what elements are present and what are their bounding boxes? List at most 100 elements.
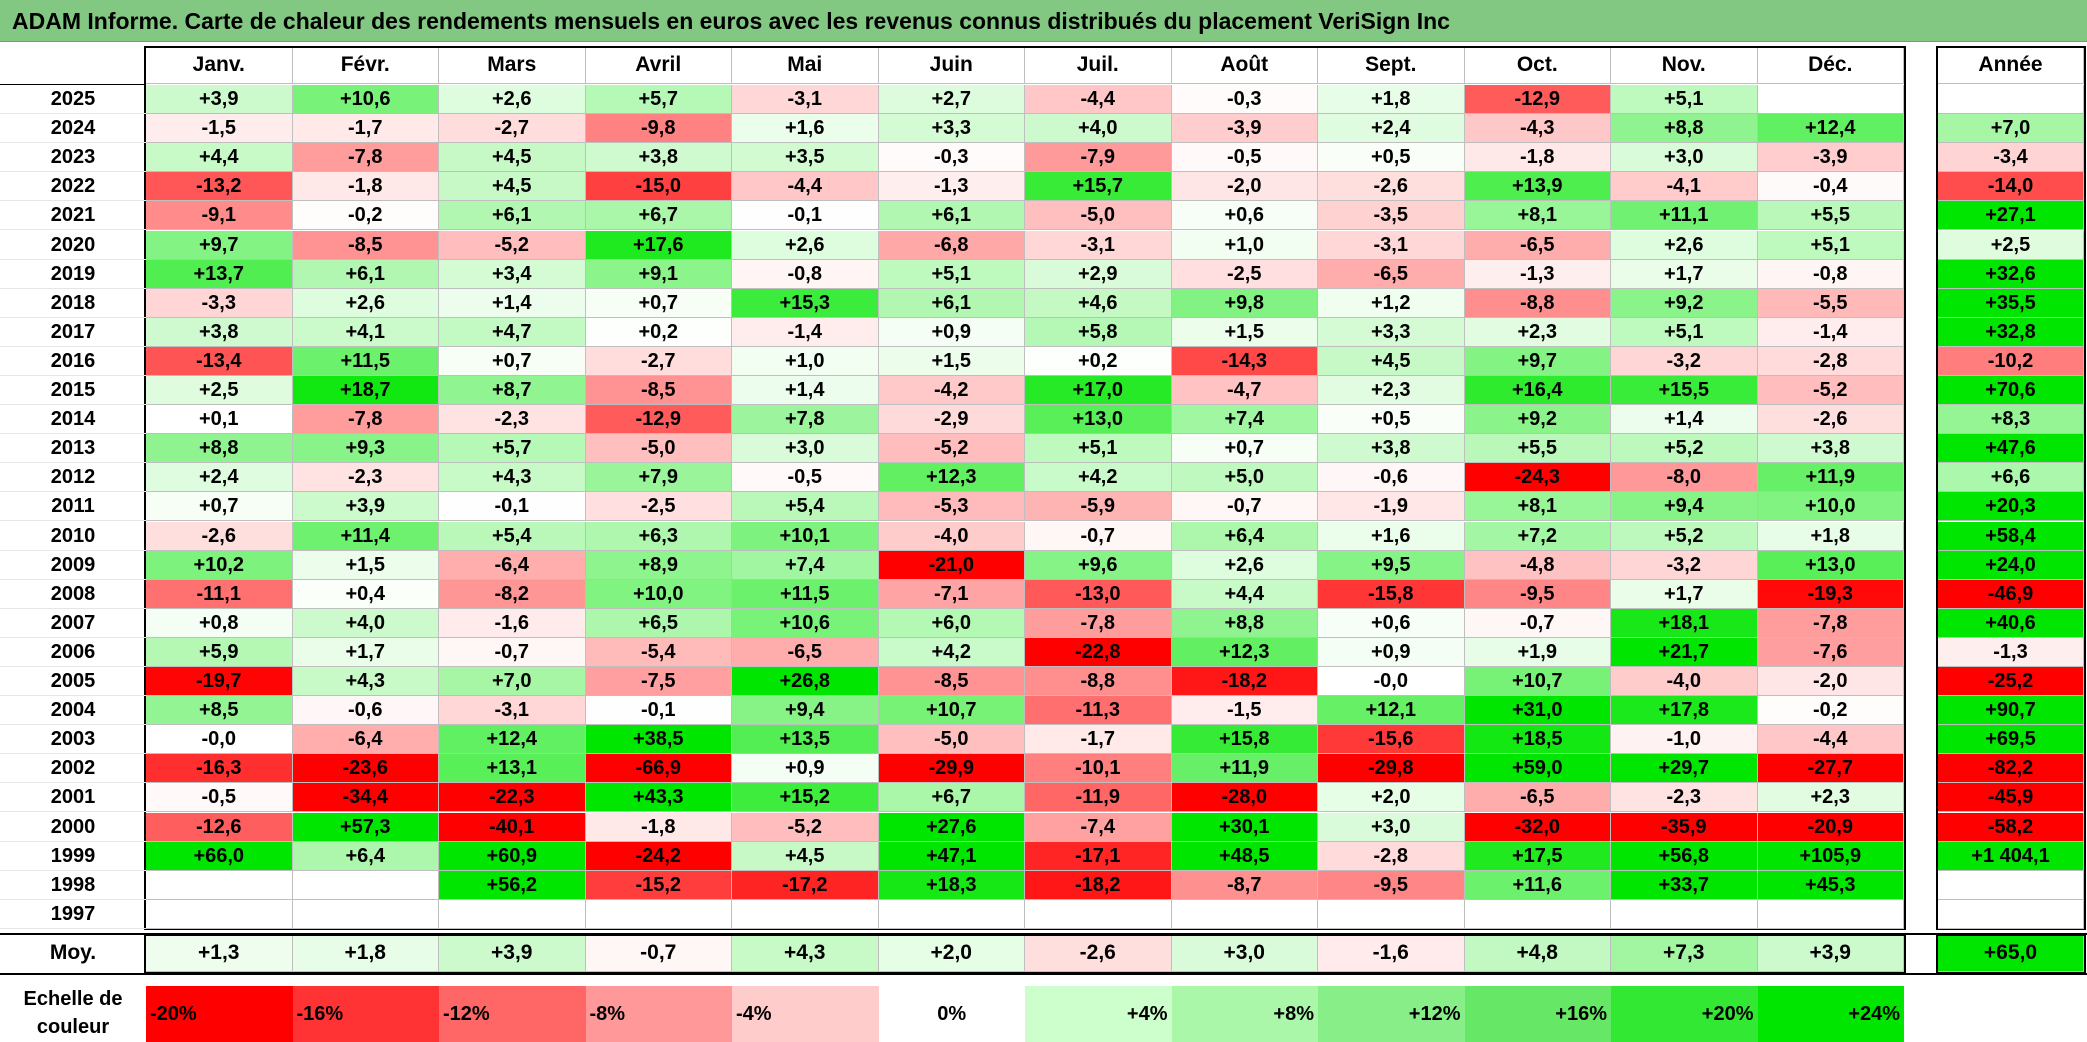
heatmap-cell: +3,8 (1318, 434, 1465, 464)
year-label-2019: 2019 (0, 260, 146, 289)
annual-cell: +20,3 (1938, 492, 2084, 522)
heatmap-cell: +12,3 (1171, 637, 1318, 667)
annual-cell: -58,2 (1938, 812, 2084, 842)
heatmap-cell: -3,3 (146, 288, 293, 318)
heatmap-cell: -4,8 (1464, 550, 1611, 580)
year-label-2010: 2010 (0, 522, 146, 551)
color-scale-step: -16% (292, 985, 439, 1042)
heatmap-cell: +6,7 (585, 201, 732, 231)
average-cell: +1,3 (146, 935, 293, 972)
heatmap-cell: +9,5 (1318, 550, 1465, 580)
color-scale-step: -4% (732, 985, 879, 1042)
heatmap-cell: +10,6 (292, 85, 439, 115)
heatmap-cell: -8,8 (1464, 288, 1611, 318)
color-scale-step: +16% (1464, 985, 1611, 1042)
heatmap-cell: -1,7 (1025, 725, 1172, 755)
heatmap-cell: +15,2 (732, 783, 879, 813)
heatmap-cell: +4,5 (439, 172, 586, 202)
annual-column-frame (1936, 46, 2086, 930)
heatmap-cell: -4,4 (732, 172, 879, 202)
heatmap-cell: -27,7 (1757, 754, 1904, 784)
heatmap-cell (146, 870, 293, 900)
heatmap-cell: +1,7 (1611, 579, 1758, 609)
heatmap-cell: -3,1 (1318, 230, 1465, 260)
annual-cell: -46,9 (1938, 579, 2084, 609)
heatmap-cell: -24,2 (585, 841, 732, 871)
heatmap-cell: -7,8 (292, 405, 439, 435)
annual-cell: +8,3 (1938, 405, 2084, 435)
heatmap-cell: -0,7 (439, 637, 586, 667)
heatmap-cell: -0,6 (292, 696, 439, 726)
moy-row-bottom-rule (0, 972, 2087, 975)
annual-cell: +7,0 (1938, 114, 2084, 144)
heatmap-cell: +0,7 (585, 288, 732, 318)
heatmap-cell: +4,7 (439, 317, 586, 347)
heatmap-cell: -15,8 (1318, 579, 1465, 609)
color-scale-step: +12% (1318, 985, 1465, 1042)
heatmap-cell: +1,5 (1171, 317, 1318, 347)
heatmap-cell: -3,9 (1171, 114, 1318, 144)
heatmap-cell: -17,2 (732, 870, 879, 900)
heatmap-cell: -2,8 (1757, 346, 1904, 376)
color-scale-step: -8% (585, 985, 732, 1042)
heatmap-cell: -0,4 (1757, 172, 1904, 202)
year-label-1998: 1998 (0, 871, 146, 900)
heatmap-cell: -11,3 (1025, 696, 1172, 726)
heatmap-cell: -7,9 (1025, 143, 1172, 173)
heatmap-cell: +15,3 (732, 288, 879, 318)
annual-cell (1938, 870, 2084, 900)
heatmap-cell: -1,6 (439, 608, 586, 638)
heatmap-cell: -18,2 (1171, 667, 1318, 697)
heatmap-cell: +8,8 (1611, 114, 1758, 144)
heatmap-cell: -7,8 (292, 143, 439, 173)
heatmap-cell: -9,1 (146, 201, 293, 231)
heatmap-cell: +4,5 (732, 841, 879, 871)
heatmap-cell: +1,7 (1611, 259, 1758, 289)
heatmap-cell: +13,9 (1464, 172, 1611, 202)
heatmap-cell: +13,0 (1025, 405, 1172, 435)
heatmap-cell: +2,6 (1171, 550, 1318, 580)
annual-cell: +27,1 (1938, 201, 2084, 231)
heatmap-cell: -19,3 (1757, 579, 1904, 609)
heatmap-cell: -2,5 (1171, 259, 1318, 289)
heatmap-cell: +5,4 (732, 492, 879, 522)
heatmap-cell: +17,5 (1464, 841, 1611, 871)
heatmap-cell: -0,0 (146, 725, 293, 755)
heatmap-cell: +3,8 (585, 143, 732, 173)
year-label-2011: 2011 (0, 492, 146, 522)
heatmap-cell: +29,7 (1611, 754, 1758, 784)
heatmap-cell: -6,4 (439, 550, 586, 580)
heatmap-cell: +4,3 (439, 463, 586, 493)
heatmap-cell (585, 899, 732, 929)
heatmap-cell: -5,3 (878, 492, 1025, 522)
heatmap-cell: +11,5 (732, 579, 879, 609)
heatmap-cell: -4,4 (1025, 85, 1172, 115)
year-label-2024: 2024 (0, 114, 146, 144)
heatmap-cell: -4,0 (878, 521, 1025, 551)
heatmap-cell: -0,1 (585, 696, 732, 726)
heatmap-cell: +6,1 (878, 201, 1025, 231)
heatmap-cell: +3,5 (732, 143, 879, 173)
heatmap-cell: -4,0 (1611, 667, 1758, 697)
year-label-2000: 2000 (0, 813, 146, 842)
heatmap-cell: +2,6 (1611, 230, 1758, 260)
annual-cell: +24,0 (1938, 550, 2084, 580)
color-scale-step: -20% (146, 985, 293, 1042)
heatmap-cell: -6,5 (1464, 783, 1611, 813)
heatmap-cell: +7,2 (1464, 521, 1611, 551)
heatmap-cell: +13,0 (1757, 550, 1904, 580)
heatmap-cell: -22,8 (1025, 637, 1172, 667)
heatmap-cell: +105,9 (1757, 841, 1904, 871)
heatmap-cell: +0,9 (1318, 637, 1465, 667)
heatmap-cell (1025, 899, 1172, 929)
heatmap-cell: -0,5 (732, 463, 879, 493)
annual-cell: +70,6 (1938, 376, 2084, 406)
average-cell: +2,0 (878, 935, 1025, 972)
heatmap-cell: +2,5 (146, 376, 293, 406)
heatmap-cell: +1,0 (1171, 230, 1318, 260)
heatmap-cell: +2,3 (1464, 317, 1611, 347)
heatmap-cell: +1,6 (732, 114, 879, 144)
heatmap-cell: +17,6 (585, 230, 732, 260)
heatmap-cell: +0,5 (1318, 405, 1465, 435)
heatmap-cell (1171, 899, 1318, 929)
